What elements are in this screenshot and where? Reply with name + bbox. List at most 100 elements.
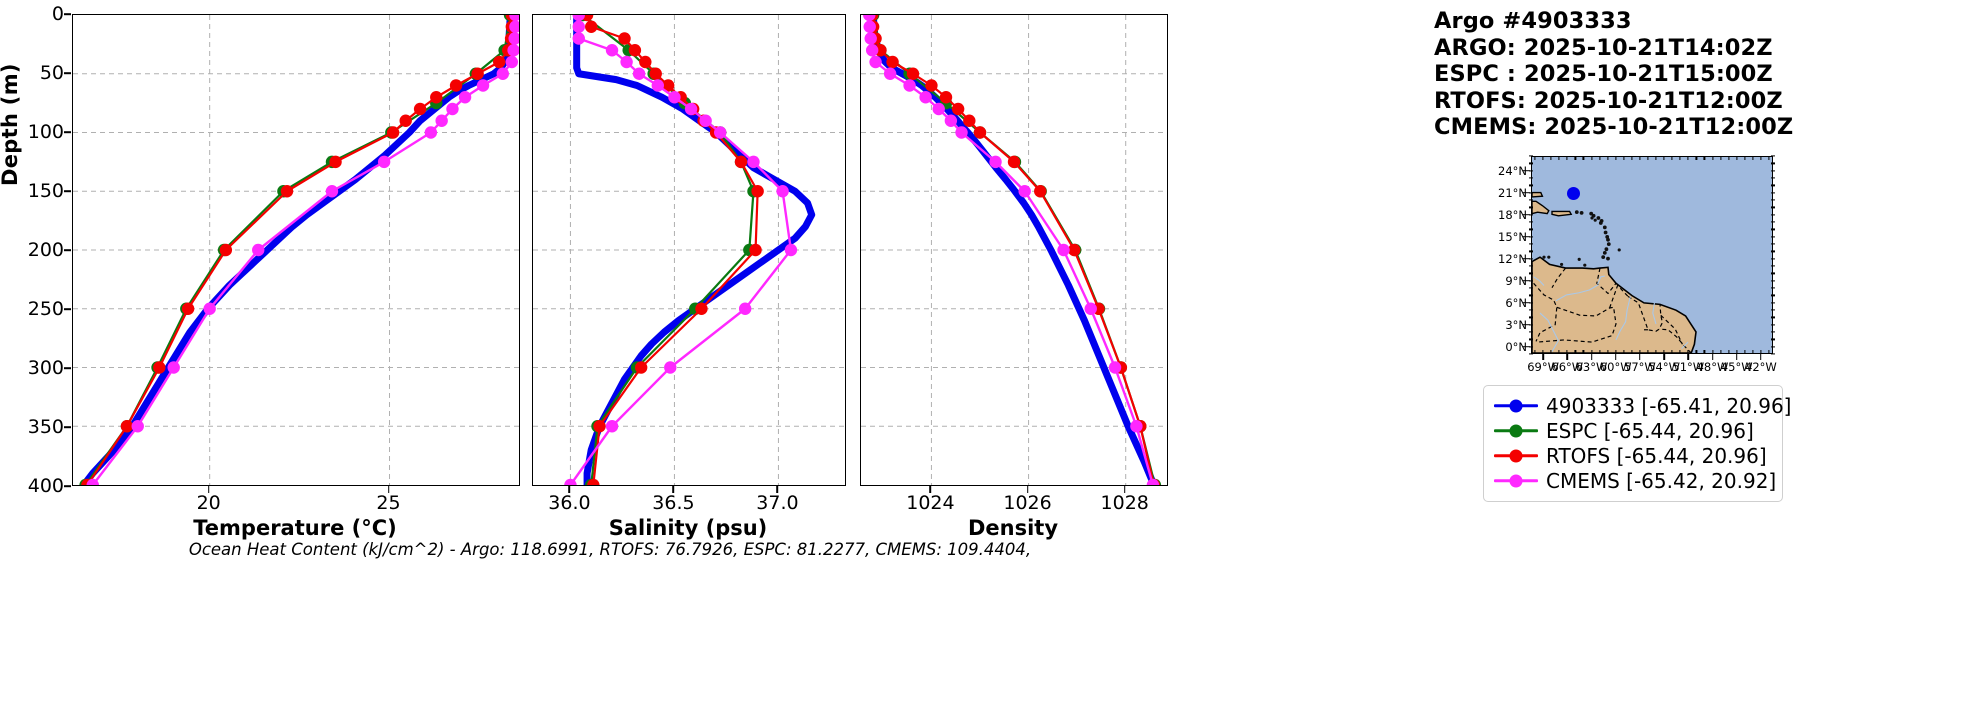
depth-tick-label: 400 (27, 475, 64, 497)
map-minor-tick (1529, 228, 1533, 230)
map-minor-tick (1760, 156, 1762, 160)
metadata-block: Argo #4903333 ARGO: 2025-10-21T14:02Z ES… (1434, 8, 1954, 141)
map-minor-tick (1529, 353, 1533, 355)
map-island (1604, 247, 1609, 252)
temperature-profile-axis-title: Temperature (°C) (193, 516, 397, 540)
density-profile-tick-label: 1028 (1100, 492, 1149, 514)
map-lat-label: 6°N (1505, 295, 1527, 310)
espc-time-line: ESPC : 2025-10-21T15:00Z (1434, 61, 1773, 87)
series-marker-rtofs (628, 44, 642, 57)
map-lon-tick (1663, 354, 1665, 360)
temperature-panel (72, 14, 520, 486)
map-minor-tick (1771, 155, 1775, 157)
series-marker-rtofs (585, 20, 598, 33)
series-marker-rtofs (886, 55, 899, 69)
depth-axis: 0 50 100 150 200 250 300 350 400 (0, 3, 71, 497)
series-marker-rtofs (906, 67, 920, 80)
series-marker-cmems (869, 55, 882, 69)
map-lat-label: 12°N (1498, 251, 1527, 266)
legend-item-rtofs[interactable]: RTOFS [-65.44, 20.96] (1494, 443, 1772, 468)
series-marker-cmems (325, 185, 339, 198)
legend-item-argo[interactable]: 4903333 [-65.41, 20.96] (1494, 393, 1791, 418)
map-minor-tick (1529, 214, 1533, 216)
series-marker-rtofs (430, 91, 443, 104)
map-minor-tick (1771, 177, 1775, 179)
legend-item-espc[interactable]: ESPC [-65.44, 20.96] (1494, 418, 1772, 443)
map-minor-tick (1679, 350, 1681, 354)
map-lon-label: 66°W (1551, 360, 1584, 374)
map-polygon (1551, 210, 1573, 217)
density-profile-tick-mark (929, 486, 932, 493)
series-marker-cmems (632, 67, 646, 80)
series-marker-cmems (699, 114, 712, 127)
series-marker-cmems (651, 79, 664, 92)
map-minor-tick (1760, 350, 1762, 354)
map-minor-tick (1631, 350, 1633, 354)
map-minor-tick (1736, 350, 1738, 354)
series-marker-rtofs (649, 67, 662, 80)
series-marker-rtofs (639, 55, 652, 69)
series-marker-cmems (1018, 185, 1031, 198)
legend-item-cmems[interactable]: CMEMS [-65.42, 20.92] (1494, 468, 1776, 493)
salinity-profile-svg (533, 15, 845, 485)
map-minor-tick (1771, 221, 1775, 223)
series-marker-cmems (1130, 420, 1143, 433)
map-line (1555, 284, 1599, 302)
map-island (1602, 225, 1607, 230)
legend: 4903333 [-65.41, 20.96] ESPC [-65.44, 20… (1483, 385, 1791, 502)
depth-tick-mark (64, 190, 71, 192)
map-minor-tick (1534, 350, 1536, 354)
series-marker-rtofs (1007, 155, 1021, 169)
map-minor-tick (1529, 162, 1533, 164)
argo-float-marker (1566, 187, 1580, 201)
series-marker-cmems (1146, 478, 1160, 485)
density-plot-area (861, 15, 1167, 485)
map-island (1589, 211, 1594, 216)
map-minor-tick (1771, 265, 1775, 267)
series-marker-rtofs (399, 114, 412, 127)
map-line (1597, 275, 1605, 285)
map-minor-tick (1736, 156, 1738, 160)
map-minor-tick (1728, 156, 1730, 160)
map-line (1652, 302, 1657, 325)
depth-tick-mark (64, 367, 71, 369)
density-profile-tick-label: 1024 (906, 492, 955, 514)
map-minor-tick (1529, 221, 1533, 223)
map-lat-tick (1523, 301, 1530, 304)
map-lon-label: 69°W (1527, 360, 1559, 374)
salinity-profile-tick-mark (672, 486, 675, 493)
temperature-profile-svg (73, 15, 519, 485)
series-marker-rtofs (449, 79, 463, 92)
map-minor-tick (1542, 350, 1544, 354)
map-minor-tick (1558, 156, 1560, 160)
salinity-plot-area (533, 15, 845, 485)
series-marker-cmems (620, 55, 633, 69)
map-minor-tick (1529, 177, 1533, 179)
series-marker-rtofs (734, 155, 748, 169)
map-minor-tick (1607, 350, 1609, 354)
map-minor-tick (1695, 156, 1697, 160)
series-marker-rtofs (329, 155, 342, 169)
series-marker-cmems (458, 91, 472, 104)
map-minor-tick (1529, 309, 1533, 311)
series-marker-cmems (505, 55, 519, 69)
map-lon-tick (1735, 354, 1738, 360)
series-marker-cmems (435, 114, 448, 127)
map-minor-tick (1671, 350, 1673, 354)
map-island (1605, 234, 1610, 239)
map-minor-tick (1529, 250, 1533, 252)
map-minor-tick (1771, 302, 1775, 304)
map-minor-tick (1744, 350, 1746, 354)
series-marker-rtofs (973, 126, 987, 139)
series-marker-cmems (1057, 243, 1070, 257)
map-minor-tick (1771, 214, 1775, 216)
map-minor-tick (1582, 350, 1585, 354)
map-island (1602, 250, 1607, 255)
map-minor-tick (1771, 324, 1775, 326)
series-marker-cmems (572, 32, 585, 45)
map-minor-tick (1558, 350, 1560, 354)
density-profile-tick-mark (1026, 486, 1029, 493)
legend-label-cmems: CMEMS [-65.42, 20.92] (1546, 468, 1777, 493)
depth-tick-mark (64, 249, 71, 251)
